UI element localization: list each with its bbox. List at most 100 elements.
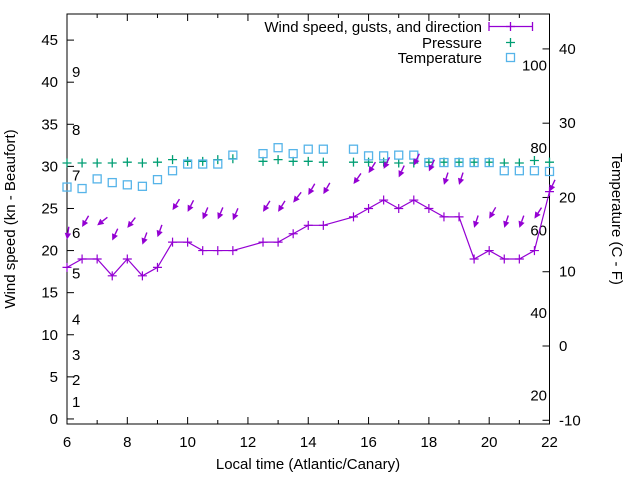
wind-speed-point	[107, 271, 117, 281]
series-pressure	[62, 154, 554, 168]
pressure-point	[137, 158, 147, 168]
gust-arrow-shaft	[551, 179, 556, 187]
pressure-point	[514, 158, 524, 168]
x-tick-label: 16	[360, 434, 377, 451]
gust-arrow-shaft	[445, 172, 449, 179]
x-tick-label: 20	[481, 434, 498, 451]
x-axis-title: Local time (Atlantic/Canary)	[216, 456, 400, 473]
temperature-point	[62, 182, 72, 192]
gust-arrow-shaft	[189, 199, 195, 207]
pressure-point	[318, 157, 328, 167]
wind-speed-point	[122, 254, 132, 264]
gust-arrow-head	[398, 170, 405, 178]
x-tick-label: 18	[421, 434, 438, 451]
x-axis: 6 8 10 12 14 16 18 20 22	[63, 14, 558, 451]
y-left-tick-label: 5	[50, 369, 58, 386]
temperature-point	[499, 166, 509, 176]
gust-arrow-shaft	[537, 207, 543, 214]
legend-sample-pressure-point	[506, 38, 515, 47]
fahrenheit-label: 40	[530, 305, 547, 322]
gust-arrow-shaft	[175, 198, 181, 206]
wind-speed-point	[92, 254, 102, 264]
gust-arrow-head	[503, 220, 510, 228]
gust-arrow-head	[187, 204, 194, 212]
y-left-tick-label: 25	[41, 200, 58, 217]
wind-speed-point	[394, 203, 404, 213]
legend-samples	[488, 22, 534, 63]
gust-arrow-shaft	[234, 208, 239, 215]
x-tick-label: 12	[240, 434, 257, 451]
wind-speed-line	[66, 191, 551, 277]
temperature-point	[454, 157, 464, 168]
fahrenheit-label: 20	[530, 388, 547, 405]
wind-speed-point	[454, 212, 464, 222]
pressure-point	[183, 156, 193, 166]
temperature-point	[107, 177, 117, 188]
pressure-point	[122, 157, 132, 167]
pressure-point	[273, 155, 283, 165]
y-right-tick-label: 20	[559, 189, 576, 206]
beaufort-scale-labels: 1 2 3 4 5 6 7 8 9	[72, 64, 80, 411]
beaufort-label: 1	[72, 394, 80, 411]
pressure-point	[258, 156, 268, 166]
wind-speed-point	[183, 237, 193, 247]
y-left-tick-label: 20	[41, 243, 58, 260]
temperature-point	[469, 157, 479, 168]
wind-speed-point	[152, 262, 162, 272]
gust-arrow-head	[217, 212, 224, 220]
gust-arrow-shaft	[143, 232, 148, 239]
temperature-point	[152, 174, 163, 185]
pressure-point	[545, 157, 554, 167]
wind-speed-point	[348, 212, 358, 222]
temperature-point	[529, 166, 540, 176]
gust-arrow-head	[323, 186, 330, 195]
gust-arrow-shaft	[130, 217, 136, 224]
temperature-point	[484, 157, 494, 168]
y-left-tick-label: 0	[50, 411, 58, 428]
gust-arrow-shaft	[219, 207, 224, 214]
y-axis-left-title: Wind speed (kn - Beaufort)	[2, 129, 19, 308]
beaufort-label: 8	[72, 122, 80, 139]
gust-arrow-head	[489, 211, 496, 219]
y-right-tick-label: 30	[559, 115, 576, 132]
y-right-tick-label: 40	[559, 41, 576, 58]
legend-sample-wind-point	[506, 22, 515, 31]
legend-sample-temperature-point	[505, 52, 516, 63]
temperature-point	[348, 144, 359, 154]
wind-speed-point	[213, 246, 223, 256]
gust-arrow-shaft	[505, 215, 509, 222]
gust-arrow-head	[278, 204, 285, 212]
gust-arrow-head	[534, 211, 541, 219]
pressure-point	[77, 158, 87, 168]
temperature-point	[363, 151, 374, 161]
gust-arrow-head	[202, 212, 209, 220]
gust-arrow-shaft	[460, 172, 464, 179]
temperature-point	[318, 144, 328, 154]
y-left-tick-label: 35	[41, 116, 58, 133]
pressure-point	[348, 157, 358, 167]
y-left-tick-label: 45	[41, 32, 58, 49]
gust-arrow-head	[127, 220, 134, 228]
gust-arrow-head	[457, 177, 465, 185]
gust-arrow-shaft	[159, 224, 163, 232]
gust-arrow-shaft	[400, 165, 405, 172]
wind-speed-point	[484, 246, 494, 256]
legend: Wind speed, gusts, and direction Pressur…	[264, 19, 534, 67]
wind-speed-point	[273, 237, 283, 247]
pressure-point	[288, 156, 298, 166]
y-axis-right-title: Temperature (C - F)	[608, 153, 625, 285]
gust-arrow-shaft	[204, 207, 209, 214]
pressure-point	[152, 157, 162, 167]
temperature-point	[182, 159, 193, 169]
fahrenheit-scale-labels: 20 40 60 80 100	[522, 57, 547, 404]
wind-speed-point	[514, 254, 524, 264]
gust-arrow-head	[112, 233, 118, 241]
gust-arrow-shaft	[385, 157, 391, 164]
beaufort-label: 7	[72, 168, 80, 185]
pressure-point	[107, 158, 117, 168]
gust-arrow-shaft	[520, 215, 525, 222]
temperature-point	[544, 166, 555, 177]
gust-arrow-shaft	[325, 182, 331, 189]
gust-arrow-head	[428, 164, 435, 172]
series-temperature	[62, 143, 555, 194]
